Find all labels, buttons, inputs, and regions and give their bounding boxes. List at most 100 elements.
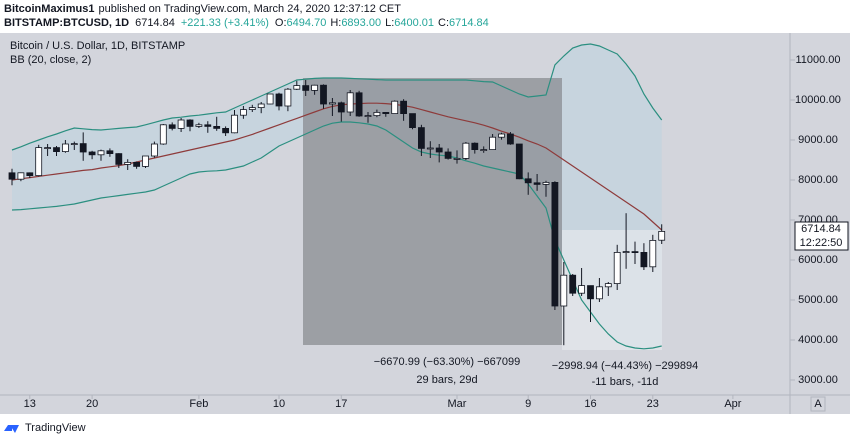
candle-body [346, 92, 354, 113]
candle-body [266, 93, 274, 105]
measure-bars: -11 bars, -11d [592, 376, 659, 388]
candle-body [150, 143, 158, 157]
x-tick-label: Feb [189, 398, 208, 410]
candle-body [8, 172, 16, 180]
x-tick-label: 10 [273, 398, 285, 410]
candle-body [604, 283, 612, 288]
candle-body [631, 251, 639, 254]
measure-box [303, 78, 562, 345]
candle-body [560, 274, 568, 307]
candle-body [649, 239, 657, 268]
marks [8, 43, 666, 350]
candle-body [622, 251, 630, 254]
candle-body [355, 92, 363, 117]
candle-body [551, 181, 559, 307]
candle-body [462, 142, 470, 159]
candle-body [124, 161, 132, 165]
change: +221.33 (+3.41%) [181, 17, 269, 29]
candle-body [311, 84, 319, 91]
candle-body [257, 103, 265, 108]
candle-body [17, 172, 25, 180]
candle-body [320, 84, 327, 105]
candle-body [542, 181, 550, 185]
candle-body [275, 93, 283, 107]
x-tick-label: Mar [448, 398, 467, 410]
candle-body [409, 113, 416, 128]
candle-body [391, 100, 399, 114]
candle-body [640, 251, 648, 268]
candle-body [533, 182, 541, 185]
candle-body [284, 88, 292, 107]
author: BitcoinMaximus1 [4, 3, 94, 15]
price-tag-value: 6714.84 [801, 223, 841, 235]
symbol: BITSTAMP:BTCUSD, 1D [4, 17, 129, 29]
candle-body [658, 231, 666, 241]
candle-body [302, 85, 310, 91]
brand: TradingView [25, 422, 86, 434]
candle-body [480, 149, 488, 152]
y-tick-label: 11000.00 [795, 54, 840, 66]
candle-body [337, 102, 345, 113]
candle-body [168, 124, 176, 129]
scale-button[interactable] [810, 396, 826, 412]
candle-body [177, 119, 185, 129]
x-tick-label: 17 [335, 398, 347, 410]
candle-body [195, 124, 203, 127]
candle-body [426, 147, 434, 150]
candle-body [97, 150, 105, 156]
o-value: 6494.70 [287, 17, 327, 29]
candle-body [106, 150, 114, 155]
candle-body [133, 161, 141, 167]
candle-body [62, 143, 69, 152]
candle-body [79, 143, 87, 153]
candle-body [417, 127, 425, 149]
o-label: O: [275, 17, 287, 29]
y-tick-label: 8000.00 [798, 174, 838, 186]
x-tick-label: 9 [525, 398, 531, 410]
candle-body [382, 112, 390, 115]
candle-body [435, 147, 443, 153]
h-label: H: [330, 17, 341, 29]
candle-body [373, 112, 381, 117]
candle-body [159, 124, 167, 145]
bb-basis [11, 102, 663, 231]
candle-body [213, 126, 221, 129]
countdown: 12:22:50 [800, 237, 843, 249]
candle-body [44, 147, 51, 150]
h-value: 6893.00 [341, 17, 381, 29]
candle-body [400, 100, 408, 114]
candle-body [26, 172, 34, 177]
price-tag [794, 221, 849, 251]
candle-body [142, 155, 149, 167]
candle-body [70, 143, 78, 146]
y-tick-label: 3000.00 [798, 374, 838, 386]
candle-body [239, 109, 247, 116]
y-tick-label: 10000.00 [795, 94, 841, 106]
publish-line: BitcoinMaximus1 published on TradingView.… [4, 3, 401, 15]
c-value: 6714.84 [449, 17, 489, 29]
candle-body [506, 133, 514, 145]
bb-upper [11, 43, 663, 151]
candle-body [587, 285, 594, 300]
candle-body [293, 85, 301, 90]
candle-body [35, 147, 43, 177]
candle-body [578, 285, 585, 294]
candle-body [364, 115, 372, 117]
y-tick-label: 4000.00 [798, 334, 838, 346]
candle-body [231, 114, 238, 134]
x-tick-label: Apr [724, 398, 741, 410]
candle-body [453, 157, 461, 160]
candle-body [204, 124, 212, 127]
candle-body [569, 274, 577, 294]
y-tick-label: 9000.00 [798, 134, 838, 146]
y-tick-label: 6000.00 [798, 254, 838, 266]
candle-body [596, 286, 603, 300]
y-tick-label: 5000.00 [798, 294, 838, 306]
last: 6714.84 [135, 17, 175, 29]
candle-body [471, 142, 479, 150]
c-label: C: [438, 17, 449, 29]
indicator-label: BB (20, close, 2) [10, 54, 91, 66]
candle-body [489, 136, 497, 150]
scale-button-label[interactable]: A [814, 398, 822, 410]
